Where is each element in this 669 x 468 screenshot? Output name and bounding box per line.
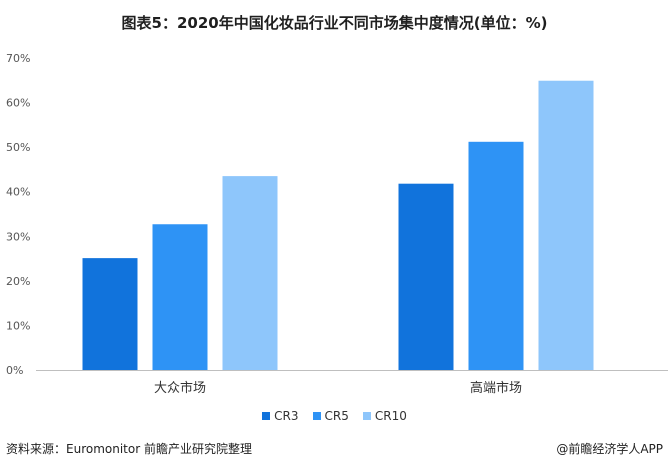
legend-label: CR5 <box>324 409 349 423</box>
y-tick-label: 40% <box>6 186 30 199</box>
legend-swatch <box>262 412 271 420</box>
y-tick-label: 30% <box>6 230 30 243</box>
y-tick-label: 70% <box>6 52 30 65</box>
bar-cr3-1 <box>398 183 454 370</box>
legend: CR3 CR5 CR10 <box>0 409 669 423</box>
chart-title: 图表5：2020年中国化妆品行业不同市场集中度情况(单位：%) <box>121 14 548 32</box>
legend-label: CR10 <box>374 409 407 423</box>
legend-item-cr3: CR3 <box>262 409 299 423</box>
source-note: 资料来源：Euromonitor 前瞻产业研究院整理 <box>6 442 252 456</box>
bar-cr3-0 <box>82 258 138 370</box>
bar-cr5-1 <box>468 141 524 370</box>
x-tick-label: 大众市场 <box>154 380 206 396</box>
legend-item-cr10: CR10 <box>362 409 407 423</box>
credit-note: @前瞻经济学人APP <box>556 442 663 456</box>
legend-swatch <box>362 412 371 420</box>
y-tick-label: 20% <box>6 275 30 288</box>
y-tick-label: 10% <box>6 319 30 332</box>
legend-item-cr5: CR5 <box>312 409 349 423</box>
y-tick-label: 50% <box>6 141 30 154</box>
bar-cr10-0 <box>222 176 278 370</box>
legend-label: CR3 <box>274 409 299 423</box>
y-tick-label: 0% <box>6 364 23 377</box>
x-tick-label: 高端市场 <box>470 380 522 396</box>
bar-cr10-1 <box>538 80 594 370</box>
bar-cr5-0 <box>152 224 208 370</box>
legend-swatch <box>312 412 321 420</box>
y-tick-label: 60% <box>6 97 30 110</box>
